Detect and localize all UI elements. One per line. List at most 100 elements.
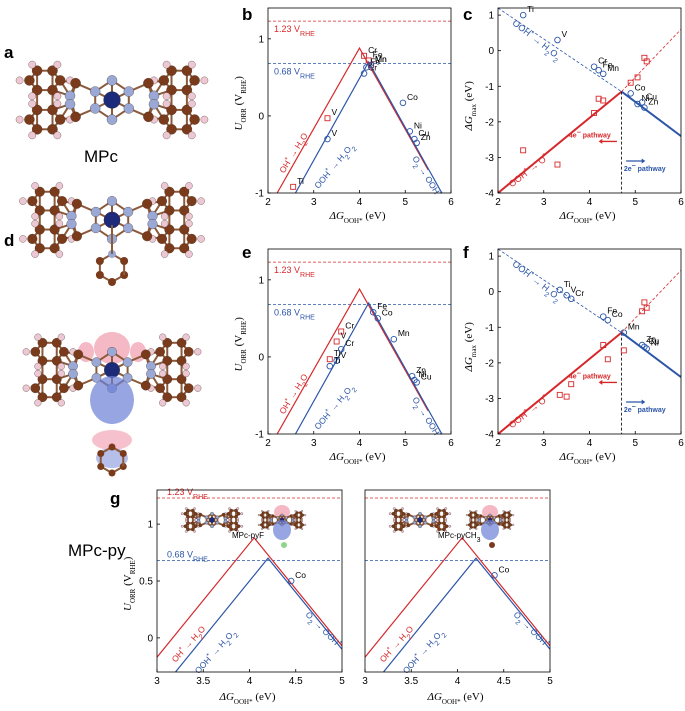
- point-label-1: V: [341, 331, 347, 341]
- panel-letter-f: f: [463, 243, 469, 262]
- x-tick-label-0: 2: [265, 197, 271, 208]
- arrow-4e-head: [598, 138, 603, 144]
- point-label-6: Ni: [642, 93, 650, 103]
- point-label-6: Zn: [646, 334, 656, 344]
- point-label-4: Co: [612, 309, 623, 319]
- point-17: [643, 58, 650, 65]
- mpc-py-label: MPc-py: [68, 541, 126, 560]
- point-label-12: Zn: [421, 132, 431, 142]
- series-dashed-0: [621, 29, 681, 92]
- point-17: [643, 304, 650, 311]
- g-x-tick-label-0-0: 3: [154, 676, 160, 687]
- y-tick-label-4: 0: [488, 287, 494, 298]
- point-label-8: Ni: [651, 338, 659, 348]
- arrow-4e-head: [598, 379, 603, 385]
- point-label-7: Cu: [648, 336, 659, 346]
- point-label-5: Mn: [628, 322, 640, 332]
- g-point-0: [287, 577, 295, 585]
- g-molecule-label-1: MPc-pyCH3: [438, 531, 481, 544]
- g-hline-label-1: 0.68 VRHE: [167, 550, 208, 564]
- point-13: [604, 356, 611, 363]
- point-label-2: Cr: [368, 45, 377, 55]
- mpc-py-charge-density-image: [22, 332, 202, 477]
- label-4e-pathway: 4e− pathway: [569, 129, 611, 140]
- point-label-9: Co: [407, 92, 418, 102]
- panel-letter-b: b: [242, 5, 252, 24]
- point-label-3: Cr: [345, 338, 354, 348]
- point-8: [643, 345, 650, 352]
- y-tick-label-2: -2: [485, 358, 494, 369]
- g-x-axis-label-0: ΔGOOH* (eV): [219, 691, 276, 706]
- mpc-label: MPc: [84, 147, 119, 166]
- g-series-blue-1: [383, 557, 550, 672]
- hline-label-0: 1.23 VRHE: [274, 24, 315, 38]
- label-4e-pathway: 4e− pathway: [569, 370, 611, 381]
- y-tick-label-5: 1: [488, 252, 494, 263]
- point-label-6: Fe: [370, 56, 380, 66]
- point-11: [591, 110, 598, 116]
- annotation-ooh-o: OOH* → O*: [506, 152, 550, 189]
- point-9: [399, 99, 407, 107]
- x-tick-label-4: 6: [678, 197, 684, 208]
- point-1: [324, 115, 331, 122]
- g-x-tick-label-1-2: 4: [455, 676, 461, 687]
- g-molecule-label-0: MPc-pyF: [232, 531, 264, 540]
- series-dashed-0: [621, 270, 681, 333]
- point-label-10: Ni: [418, 369, 426, 379]
- x-axis-label: ΔGOOH* (eV): [559, 451, 616, 466]
- point-label-1: V: [331, 107, 337, 117]
- g-y-axis-label: UORR (VRHE): [122, 556, 137, 611]
- point-label-11: Cu: [418, 128, 429, 138]
- y-tick-label-1: 0: [258, 352, 264, 363]
- point-11: [413, 379, 420, 386]
- g-annotation-o2-0: O2 → OOH*: [301, 609, 344, 652]
- x-tick-label-2: 4: [357, 438, 363, 449]
- series-line-1: [294, 60, 443, 193]
- g-point-1: [491, 572, 498, 579]
- point-4: [333, 357, 340, 365]
- point-14: [627, 79, 634, 86]
- point-10: [411, 376, 418, 384]
- g-y-tick-label-1: 0.5: [139, 577, 153, 588]
- x-tick-label-0: 2: [265, 438, 271, 449]
- g-x-axis-label-1: ΔGOOH* (eV): [427, 691, 484, 706]
- point-3: [337, 345, 345, 353]
- series-red-thick: [498, 331, 623, 434]
- annotation-ooh-h2o2: OOH* → H2O2: [312, 141, 359, 193]
- y-tick-label-1: -3: [485, 394, 494, 405]
- point-7: [367, 61, 375, 69]
- point-label-10: Ni: [414, 120, 422, 130]
- point-12: [413, 139, 420, 147]
- point-9: [520, 147, 527, 154]
- g-annotation-oh-0: OH* → H2O: [169, 623, 210, 666]
- point-2: [567, 295, 575, 303]
- x-tick-label-1: 3: [311, 438, 317, 449]
- point-label-3: Fe: [373, 49, 383, 59]
- point-label-1: V: [571, 284, 577, 294]
- hline-label-1: 0.68 VRHE: [274, 308, 315, 322]
- y-tick-label-0: -1: [255, 189, 264, 200]
- mpc-py-molecule-image: [19, 182, 205, 286]
- point-1: [333, 338, 340, 345]
- arrow-2e-head: [641, 158, 646, 164]
- x-axis-label: ΔGOOH* (eV): [329, 210, 386, 225]
- g-point-label-0: Co: [295, 570, 306, 580]
- point-5: [360, 70, 368, 77]
- series-line-0: [276, 287, 429, 434]
- g-series-red-1: [365, 536, 550, 658]
- point-1: [563, 292, 570, 299]
- point-2: [361, 52, 368, 59]
- x-tick-label-3: 5: [402, 438, 408, 449]
- y-tick-label-0: -1: [255, 430, 264, 441]
- y-tick-label-2: 1: [258, 275, 264, 286]
- series-line-0: [276, 46, 429, 193]
- point-label-2: Cr: [598, 56, 607, 66]
- hline-label-0: 1.23 VRHE: [274, 265, 315, 279]
- point-label-5: Ti: [334, 355, 341, 365]
- y-tick-label-2: -2: [485, 117, 494, 128]
- y-tick-label-0: -4: [485, 430, 494, 441]
- point-0: [338, 328, 345, 335]
